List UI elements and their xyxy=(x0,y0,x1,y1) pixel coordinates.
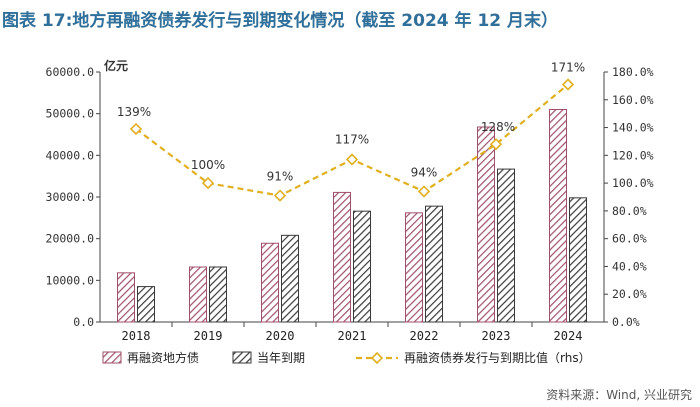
legend-swatch-ratio-marker xyxy=(370,351,384,365)
ratio-point xyxy=(489,138,503,151)
y-tick-label-right: 60.0% xyxy=(612,232,647,246)
x-tick-label: 2018 xyxy=(122,329,151,343)
x-tick-label: 2021 xyxy=(338,329,367,343)
ratio-point xyxy=(129,122,143,136)
ratio-data-label: 128% xyxy=(481,120,515,134)
legend-swatch-refinance xyxy=(102,351,122,364)
legend-swatch-maturity xyxy=(232,351,252,364)
bar-refinance xyxy=(333,191,351,323)
ratio-point xyxy=(201,176,215,190)
x-tick-label: 2020 xyxy=(266,329,295,343)
x-tick-label: 2019 xyxy=(194,329,223,343)
bar-refinance xyxy=(549,109,567,323)
y-tick-label-right: 40.0% xyxy=(612,259,647,273)
bar-refinance xyxy=(117,272,135,323)
y-tick-label-left: 0.0 xyxy=(73,315,94,329)
legend-label-ratio: 再融资债券发行与到期比值（rhs） xyxy=(404,350,591,365)
y-tick-label-right: 80.0% xyxy=(612,204,647,218)
x-tick-label: 2023 xyxy=(482,329,511,343)
bar-maturity xyxy=(137,286,155,323)
ratio-data-label: 91% xyxy=(267,170,294,184)
y-tick-label-right: 140.0% xyxy=(612,121,654,135)
ratio-data-label: 100% xyxy=(191,158,225,172)
y-tick-label-right: 160.0% xyxy=(612,93,654,107)
y-tick-label-left: 30000.0 xyxy=(46,190,95,204)
bar-maturity xyxy=(425,205,443,323)
y-tick-label-left: 20000.0 xyxy=(46,232,95,246)
bar-refinance xyxy=(405,212,423,323)
legend-label-maturity: 当年到期 xyxy=(257,351,305,365)
source-note: 资料来源：Wind, 兴业研究 xyxy=(546,388,692,402)
y-tick-label-left: 60000.0 xyxy=(46,65,95,79)
y-tick-label-right: 120.0% xyxy=(612,148,654,162)
ratio-point xyxy=(273,189,287,202)
y-tick-label-right: 20.0% xyxy=(612,287,647,301)
x-tick-label: 2024 xyxy=(554,329,583,343)
legend: 再融资地方债 当年到期 再融资债券发行与到期比值（rhs） xyxy=(102,350,591,365)
bar-refinance xyxy=(477,126,495,323)
bar-maturity xyxy=(281,234,299,323)
ratio-data-label: 139% xyxy=(117,105,151,119)
ratio-point xyxy=(417,185,431,198)
figure-title: 图表 17:地方再融资债券发行与到期变化情况（截至 2024 年 12 月末） xyxy=(2,11,559,31)
bar-refinance xyxy=(261,242,279,323)
bar-maturity xyxy=(497,168,515,323)
ratio-data-label: 94% xyxy=(411,165,438,179)
y-tick-label-right: 180.0% xyxy=(612,65,654,79)
bar-refinance xyxy=(189,266,207,323)
ratio-data-label: 117% xyxy=(335,133,369,147)
ratio-data-label: 171% xyxy=(551,61,585,75)
y-tick-label-left: 40000.0 xyxy=(46,148,95,162)
legend-label-refinance: 再融资地方债 xyxy=(127,350,199,365)
y-tick-label-right: 0.0% xyxy=(612,315,640,329)
bar-maturity xyxy=(569,197,587,323)
y-axis-unit-label: 亿元 xyxy=(104,58,128,73)
ratio-point xyxy=(561,78,575,91)
x-tick-label: 2022 xyxy=(410,329,439,343)
bar-maturity xyxy=(353,210,371,323)
y-tick-label-right: 100.0% xyxy=(612,176,654,190)
bar-maturity xyxy=(209,266,227,323)
y-tick-label-left: 10000.0 xyxy=(46,273,95,287)
y-tick-label-left: 50000.0 xyxy=(46,107,95,121)
ratio-point xyxy=(345,153,359,166)
